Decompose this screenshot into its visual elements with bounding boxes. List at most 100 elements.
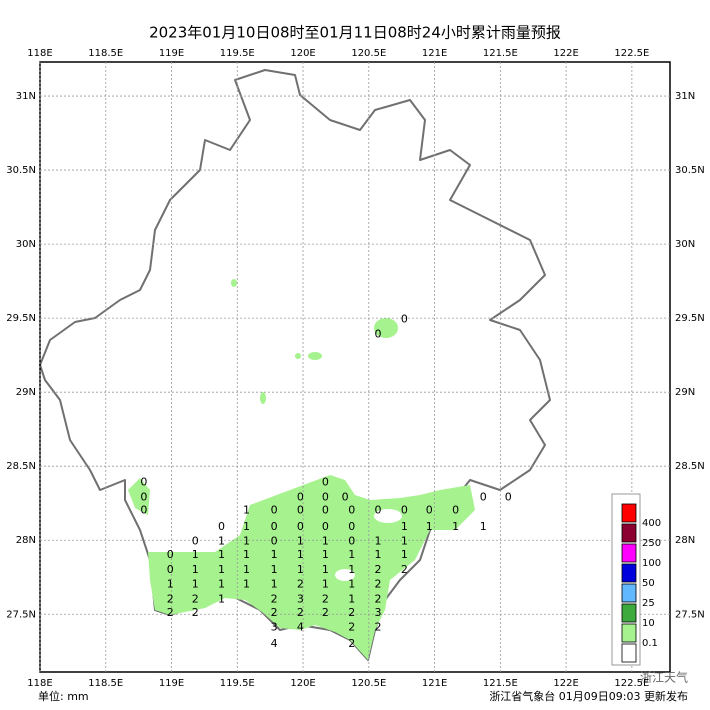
station-value: 1 — [218, 535, 225, 548]
lon-tick-label: 118E — [27, 678, 52, 689]
lon-tick-label: 119E — [159, 678, 184, 689]
station-value: 0 — [452, 504, 459, 517]
lon-tick-label: 120.5E — [351, 678, 386, 689]
lat-tick-label: 29.5N — [6, 313, 36, 324]
station-value: 1 — [375, 535, 382, 548]
rain-area — [308, 352, 322, 360]
station-value: 0 — [297, 520, 304, 533]
legend-swatch — [621, 583, 637, 603]
lon-tick-label: 121E — [422, 48, 447, 59]
station-value: 2 — [297, 578, 304, 591]
station-value: 3 — [297, 592, 304, 605]
map-area — [39, 69, 551, 661]
station-value: 0 — [348, 535, 355, 548]
station-value: 1 — [401, 520, 408, 533]
station-value: 1 — [243, 535, 250, 548]
lat-tick-label: 30N — [675, 239, 695, 250]
lat-tick-label: 29N — [16, 387, 36, 398]
station-value: 1 — [218, 578, 225, 591]
station-value: 1 — [401, 548, 408, 561]
station-value: 0 — [348, 520, 355, 533]
legend-label: 25 — [642, 598, 655, 609]
station-value: 0 — [322, 504, 329, 517]
station-value: 0 — [401, 313, 408, 326]
station-value: 1 — [192, 578, 199, 591]
lat-tick-label: 31N — [16, 91, 36, 102]
station-value: 2 — [271, 606, 278, 619]
station-value: 0 — [480, 490, 487, 503]
station-value: 1 — [480, 520, 487, 533]
legend-label: 400 — [642, 518, 661, 529]
station-value: 1 — [297, 535, 304, 548]
lon-tick-label: 119.5E — [220, 678, 255, 689]
station-value: 1 — [271, 578, 278, 591]
lon-tick-label: 122.5E — [614, 48, 649, 59]
station-value: 2 — [401, 563, 408, 576]
station-value: 1 — [348, 578, 355, 591]
station-value: 0 — [348, 504, 355, 517]
lon-tick-label: 122E — [553, 48, 578, 59]
station-value: 1 — [243, 563, 250, 576]
station-value: 4 — [297, 621, 304, 634]
station-value: 0 — [375, 327, 382, 340]
station-value: 0 — [271, 535, 278, 548]
station-value: 1 — [192, 563, 199, 576]
station-value: 1 — [271, 563, 278, 576]
legend-label: 250 — [642, 538, 661, 549]
station-value: 2 — [192, 606, 199, 619]
station-value: 0 — [322, 490, 329, 503]
station-value: 1 — [243, 504, 250, 517]
station-value: 2 — [297, 606, 304, 619]
legend-swatch — [621, 503, 637, 523]
station-value: 2 — [348, 621, 355, 634]
station-value: 3 — [271, 621, 278, 634]
lon-tick-label: 119E — [159, 48, 184, 59]
station-value: 1 — [243, 548, 250, 561]
lat-tick-label: 29N — [675, 387, 695, 398]
lon-tick-label: 122E — [553, 678, 578, 689]
lat-tick-label: 30N — [16, 239, 36, 250]
station-value: 1 — [271, 548, 278, 561]
station-value: 2 — [375, 592, 382, 605]
lon-tick-label: 119.5E — [220, 48, 255, 59]
station-value: 3 — [375, 606, 382, 619]
lat-tick-label: 28N — [675, 535, 695, 546]
station-value: 2 — [375, 621, 382, 634]
rain-area — [374, 509, 402, 523]
map-title: 2023年01月10日08时至01月11日08时24小时累计雨量预报 — [149, 24, 561, 42]
rain-area — [220, 502, 236, 512]
station-value: 2 — [271, 592, 278, 605]
lat-tick-label: 30.5N — [6, 165, 36, 176]
station-value: 1 — [375, 548, 382, 561]
legend-swatch — [621, 523, 637, 543]
legend-label: 100 — [642, 558, 661, 569]
station-value: 2 — [322, 606, 329, 619]
unit-label: 单位: mm — [38, 689, 89, 703]
lat-tick-label: 29.5N — [675, 313, 705, 324]
lat-tick-label: 28.5N — [6, 461, 36, 472]
station-value: 4 — [271, 637, 278, 650]
lat-tick-label: 31N — [675, 91, 695, 102]
station-value: 0 — [297, 504, 304, 517]
station-value: 0 — [167, 563, 174, 576]
lon-tick-label: 118.5E — [88, 678, 123, 689]
station-value: 0 — [140, 490, 147, 503]
station-value: 1 — [322, 535, 329, 548]
station-value: 1 — [348, 563, 355, 576]
legend-swatch — [621, 623, 637, 643]
station-value: 0 — [505, 490, 512, 503]
legend-swatch — [621, 563, 637, 583]
station-value: 1 — [218, 592, 225, 605]
rain-area — [260, 392, 266, 404]
station-value: 1 — [297, 563, 304, 576]
lat-tick-label: 30.5N — [675, 165, 705, 176]
station-value: 0 — [322, 520, 329, 533]
station-value: 0 — [426, 504, 433, 517]
station-value: 2 — [375, 578, 382, 591]
station-value: 1 — [297, 548, 304, 561]
rain-area — [231, 279, 237, 287]
station-value: 2 — [167, 606, 174, 619]
lon-tick-label: 121E — [422, 678, 447, 689]
lon-tick-label: 120E — [290, 48, 315, 59]
